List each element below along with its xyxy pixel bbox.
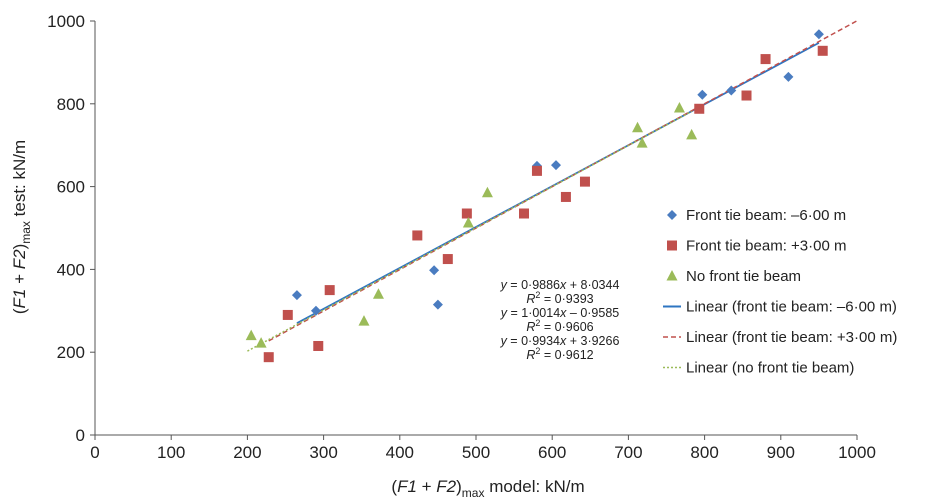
x-tick-label: 400 (386, 443, 414, 462)
legend-label: Linear (front tie beam: –6·00 m) (686, 299, 897, 316)
series-1-point (783, 71, 794, 82)
x-tick-label: 800 (690, 443, 718, 462)
series-2-point (324, 285, 335, 296)
legend-marker-1 (667, 210, 677, 220)
series-2-point (282, 309, 293, 320)
series-1-point (551, 160, 562, 171)
trendline-3 (247, 110, 693, 352)
x-tick-label: 100 (157, 443, 185, 462)
series-1-point (697, 89, 708, 100)
series-1-point (429, 265, 440, 276)
series-2-point (741, 90, 752, 101)
legend-marker-3 (666, 270, 678, 281)
series-3-point (255, 337, 267, 348)
series-2-point (313, 340, 324, 351)
r-squared-value: R2 = 0·9612 (526, 346, 593, 362)
legend-label: No front tie beam (686, 268, 801, 285)
series-2-point (760, 54, 771, 65)
regression-equation: y = 0·9934x + 3·9266 (500, 334, 620, 348)
x-tick-group: 0 100 200 300 400 500 600 700 800 900 1000 (90, 435, 876, 462)
series-3-point (632, 121, 644, 133)
series-3-point (481, 186, 493, 198)
x-tick-label: 200 (233, 443, 261, 462)
legend-label: Front tie beam: –6·00 m (686, 207, 846, 224)
series-2-point (412, 230, 423, 241)
series-2-point (560, 191, 571, 202)
x-axis-label: (F1 + F2)max model: kN/m (391, 477, 584, 498)
y-axis-label: (F1 + F2)max test: kN/m (10, 140, 33, 314)
series-2-point (519, 208, 530, 219)
series-2-point (817, 45, 828, 56)
x-tick-label: 500 (462, 443, 490, 462)
series-3-point (673, 101, 685, 113)
legend-label: Linear (no front tie beam) (686, 360, 854, 377)
x-tick-label: 700 (614, 443, 642, 462)
y-tick-group: 0 200 400 600 800 1000 (47, 12, 95, 445)
x-tick-label: 1000 (838, 443, 876, 462)
legend-label: Front tie beam: +3·00 m (686, 238, 847, 255)
series-3-point (636, 137, 648, 148)
y-tick-label: 0 (76, 426, 85, 445)
r-squared-value: R2 = 0·9393 (526, 290, 593, 306)
series-2-point (579, 176, 590, 187)
series-1-point (432, 299, 443, 310)
series-2-point (442, 254, 453, 265)
series-3-point (372, 288, 384, 299)
regression-equation: y = 0·9886x + 8·0344 (500, 278, 620, 292)
regression-equation: y = 1·0014x – 0·9585 (500, 306, 620, 320)
x-tick-label: 300 (309, 443, 337, 462)
series-2-point (461, 208, 472, 219)
series-3-point (245, 329, 257, 341)
series-2-point (694, 103, 705, 114)
series-1-point (813, 29, 824, 40)
series-3-point (686, 128, 698, 140)
series-1-point (726, 85, 737, 96)
series-3-point (462, 217, 474, 228)
series-2-point (263, 352, 274, 363)
y-tick-label: 600 (57, 178, 85, 197)
legend-marker-2 (667, 240, 677, 251)
y-tick-label: 1000 (47, 12, 85, 31)
series-1-point (310, 305, 321, 316)
legend-label: Linear (front tie beam: +3·00 m) (686, 329, 897, 346)
y-tick-label: 800 (57, 95, 85, 114)
marker-group (245, 29, 828, 363)
r-squared-value: R2 = 0·9606 (526, 318, 593, 334)
series-2-point (531, 165, 542, 176)
legend: Front tie beam: –6·00 m Front tie beam: +… (663, 207, 897, 377)
x-tick-label: 900 (767, 443, 795, 462)
y-tick-label: 200 (57, 343, 85, 362)
x-tick-label: 600 (538, 443, 566, 462)
y-tick-label: 400 (57, 260, 85, 279)
series-1-point (291, 290, 302, 301)
series-3-point (358, 315, 370, 326)
x-tick-label: 0 (90, 443, 99, 462)
